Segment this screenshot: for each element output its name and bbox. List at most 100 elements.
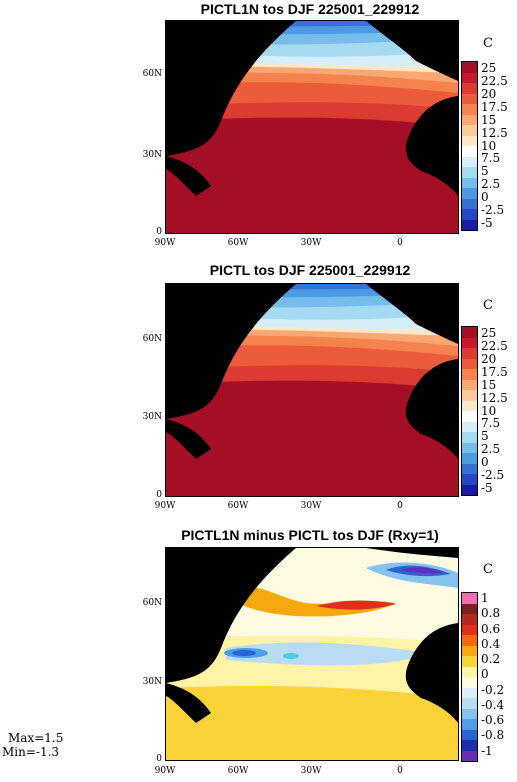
x-tick-label: 90W bbox=[154, 766, 176, 776]
y-tick-label: 30N bbox=[142, 150, 162, 160]
colorbar-label: 22.5 bbox=[481, 338, 508, 353]
colorbar-swatch bbox=[462, 645, 477, 656]
panel-1: PICTL1N tos DJF 225001_229912 60N 30N 0 … bbox=[0, 0, 517, 260]
colorbar-swatch bbox=[462, 337, 477, 348]
colorbar-swatch bbox=[462, 83, 477, 94]
colorbar-label: 12.5 bbox=[481, 390, 508, 405]
x-tick-label: 30W bbox=[300, 501, 322, 511]
y-tick-label: 60N bbox=[142, 598, 162, 608]
colorbar-label: 1 bbox=[481, 591, 489, 605]
colorbar-swatch bbox=[462, 687, 477, 698]
unit-label: C bbox=[483, 562, 493, 577]
colorbar-label: 15 bbox=[481, 112, 497, 127]
y-tick-label: 30N bbox=[142, 677, 162, 687]
x-tick-label: 30W bbox=[300, 766, 322, 776]
colorbar-swatch bbox=[462, 603, 477, 614]
colorbar-swatch bbox=[462, 358, 477, 369]
y-tick-label: 60N bbox=[142, 334, 162, 344]
panel-title: PICTL1N minus PICTL tos DJF (Rxy=1) bbox=[181, 527, 439, 543]
colorbar-swatch bbox=[462, 432, 477, 443]
colorbar-label: 5 bbox=[481, 164, 489, 179]
colorbar-swatch bbox=[462, 72, 477, 83]
colorbar bbox=[461, 592, 478, 762]
colorbar-label: 2.5 bbox=[481, 177, 501, 192]
colorbar-label: -0.8 bbox=[481, 728, 505, 743]
colorbar-swatch bbox=[462, 146, 477, 157]
colorbar-swatch bbox=[462, 167, 477, 178]
colorbar-label: 0 bbox=[481, 667, 489, 682]
colorbar-swatch bbox=[462, 188, 477, 199]
colorbar-label: 25 bbox=[481, 326, 497, 340]
colorbar-swatch bbox=[462, 719, 477, 730]
colorbar-label: -0.6 bbox=[481, 713, 505, 728]
y-tick-label: 0 bbox=[156, 754, 162, 764]
sst-field bbox=[166, 21, 458, 233]
colorbar-label: -0.2 bbox=[481, 682, 505, 697]
x-tick-label: 0 bbox=[397, 501, 403, 511]
colorbar-swatch bbox=[462, 614, 477, 625]
colorbar bbox=[461, 61, 478, 231]
colorbar-label: 10 bbox=[481, 138, 497, 153]
colorbar-swatch bbox=[462, 104, 477, 115]
colorbar-label: 5 bbox=[481, 429, 489, 444]
colorbar-swatch bbox=[462, 125, 477, 136]
x-tick-label: 90W bbox=[154, 238, 176, 248]
sst-field bbox=[166, 284, 458, 496]
colorbar-label: 12.5 bbox=[481, 125, 508, 140]
colorbar-swatch bbox=[462, 442, 477, 453]
colorbar-swatch bbox=[462, 93, 477, 104]
colorbar-label: 17.5 bbox=[481, 99, 508, 114]
colorbar-swatch bbox=[462, 421, 477, 432]
map-plot bbox=[165, 283, 459, 497]
colorbar-swatch bbox=[462, 62, 477, 73]
x-tick-label: 60W bbox=[227, 501, 249, 511]
colorbar-label: 25 bbox=[481, 61, 497, 75]
colorbar-swatch bbox=[462, 666, 477, 677]
unit-label: C bbox=[483, 36, 493, 51]
colorbar-swatch bbox=[462, 463, 477, 474]
y-tick-label: 0 bbox=[156, 490, 162, 500]
colorbar-swatch bbox=[462, 400, 477, 411]
y-tick-label: 0 bbox=[156, 227, 162, 237]
panel-2: PICTL tos DJF 225001_229912 60N 30N 0 90… bbox=[142, 262, 493, 511]
colorbar-label: -0.4 bbox=[481, 697, 505, 712]
colorbar-swatch bbox=[462, 484, 477, 495]
colorbar-swatch bbox=[462, 698, 477, 709]
colorbar-swatch bbox=[462, 740, 477, 751]
colorbar-swatch bbox=[462, 348, 477, 359]
colorbar-label: 0.6 bbox=[481, 621, 501, 636]
colorbar-swatch bbox=[462, 379, 477, 390]
colorbar-swatch bbox=[462, 114, 477, 125]
colorbar-swatch bbox=[462, 327, 477, 338]
colorbar-label: 22.5 bbox=[481, 73, 508, 88]
colorbar-label: 0 bbox=[481, 190, 489, 205]
x-tick-label: 60W bbox=[227, 238, 249, 248]
colorbar-label: -1 bbox=[481, 743, 493, 758]
x-tick-label: 30W bbox=[300, 238, 322, 248]
colorbar bbox=[461, 326, 478, 496]
colorbar-label: -5 bbox=[481, 216, 493, 231]
colorbar-label: 20 bbox=[481, 86, 497, 101]
colorbar-swatch bbox=[462, 156, 477, 167]
colorbar-swatch bbox=[462, 390, 477, 401]
colorbar-label: 15 bbox=[481, 377, 497, 392]
colorbar-swatch bbox=[462, 411, 477, 422]
colorbar-swatch bbox=[462, 677, 477, 688]
colorbar-swatch bbox=[462, 369, 477, 380]
colorbar-label: 0.2 bbox=[481, 652, 501, 667]
colorbar-label: 7.5 bbox=[481, 151, 501, 166]
map-plot bbox=[165, 20, 459, 234]
map-plot bbox=[165, 547, 459, 761]
colorbar-swatch bbox=[462, 635, 477, 646]
max-value: Max=1.5 bbox=[8, 731, 64, 745]
colorbar-label: -2.5 bbox=[481, 203, 505, 218]
sst-difference-field bbox=[166, 548, 458, 760]
unit-label: C bbox=[483, 298, 493, 313]
colorbar-swatch bbox=[462, 656, 477, 667]
colorbar-swatch bbox=[462, 453, 477, 464]
colorbar-swatch bbox=[462, 198, 477, 209]
min-value: Min=-1.3 bbox=[2, 745, 60, 759]
x-tick-label: 0 bbox=[397, 766, 403, 776]
colorbar-swatch bbox=[462, 708, 477, 719]
